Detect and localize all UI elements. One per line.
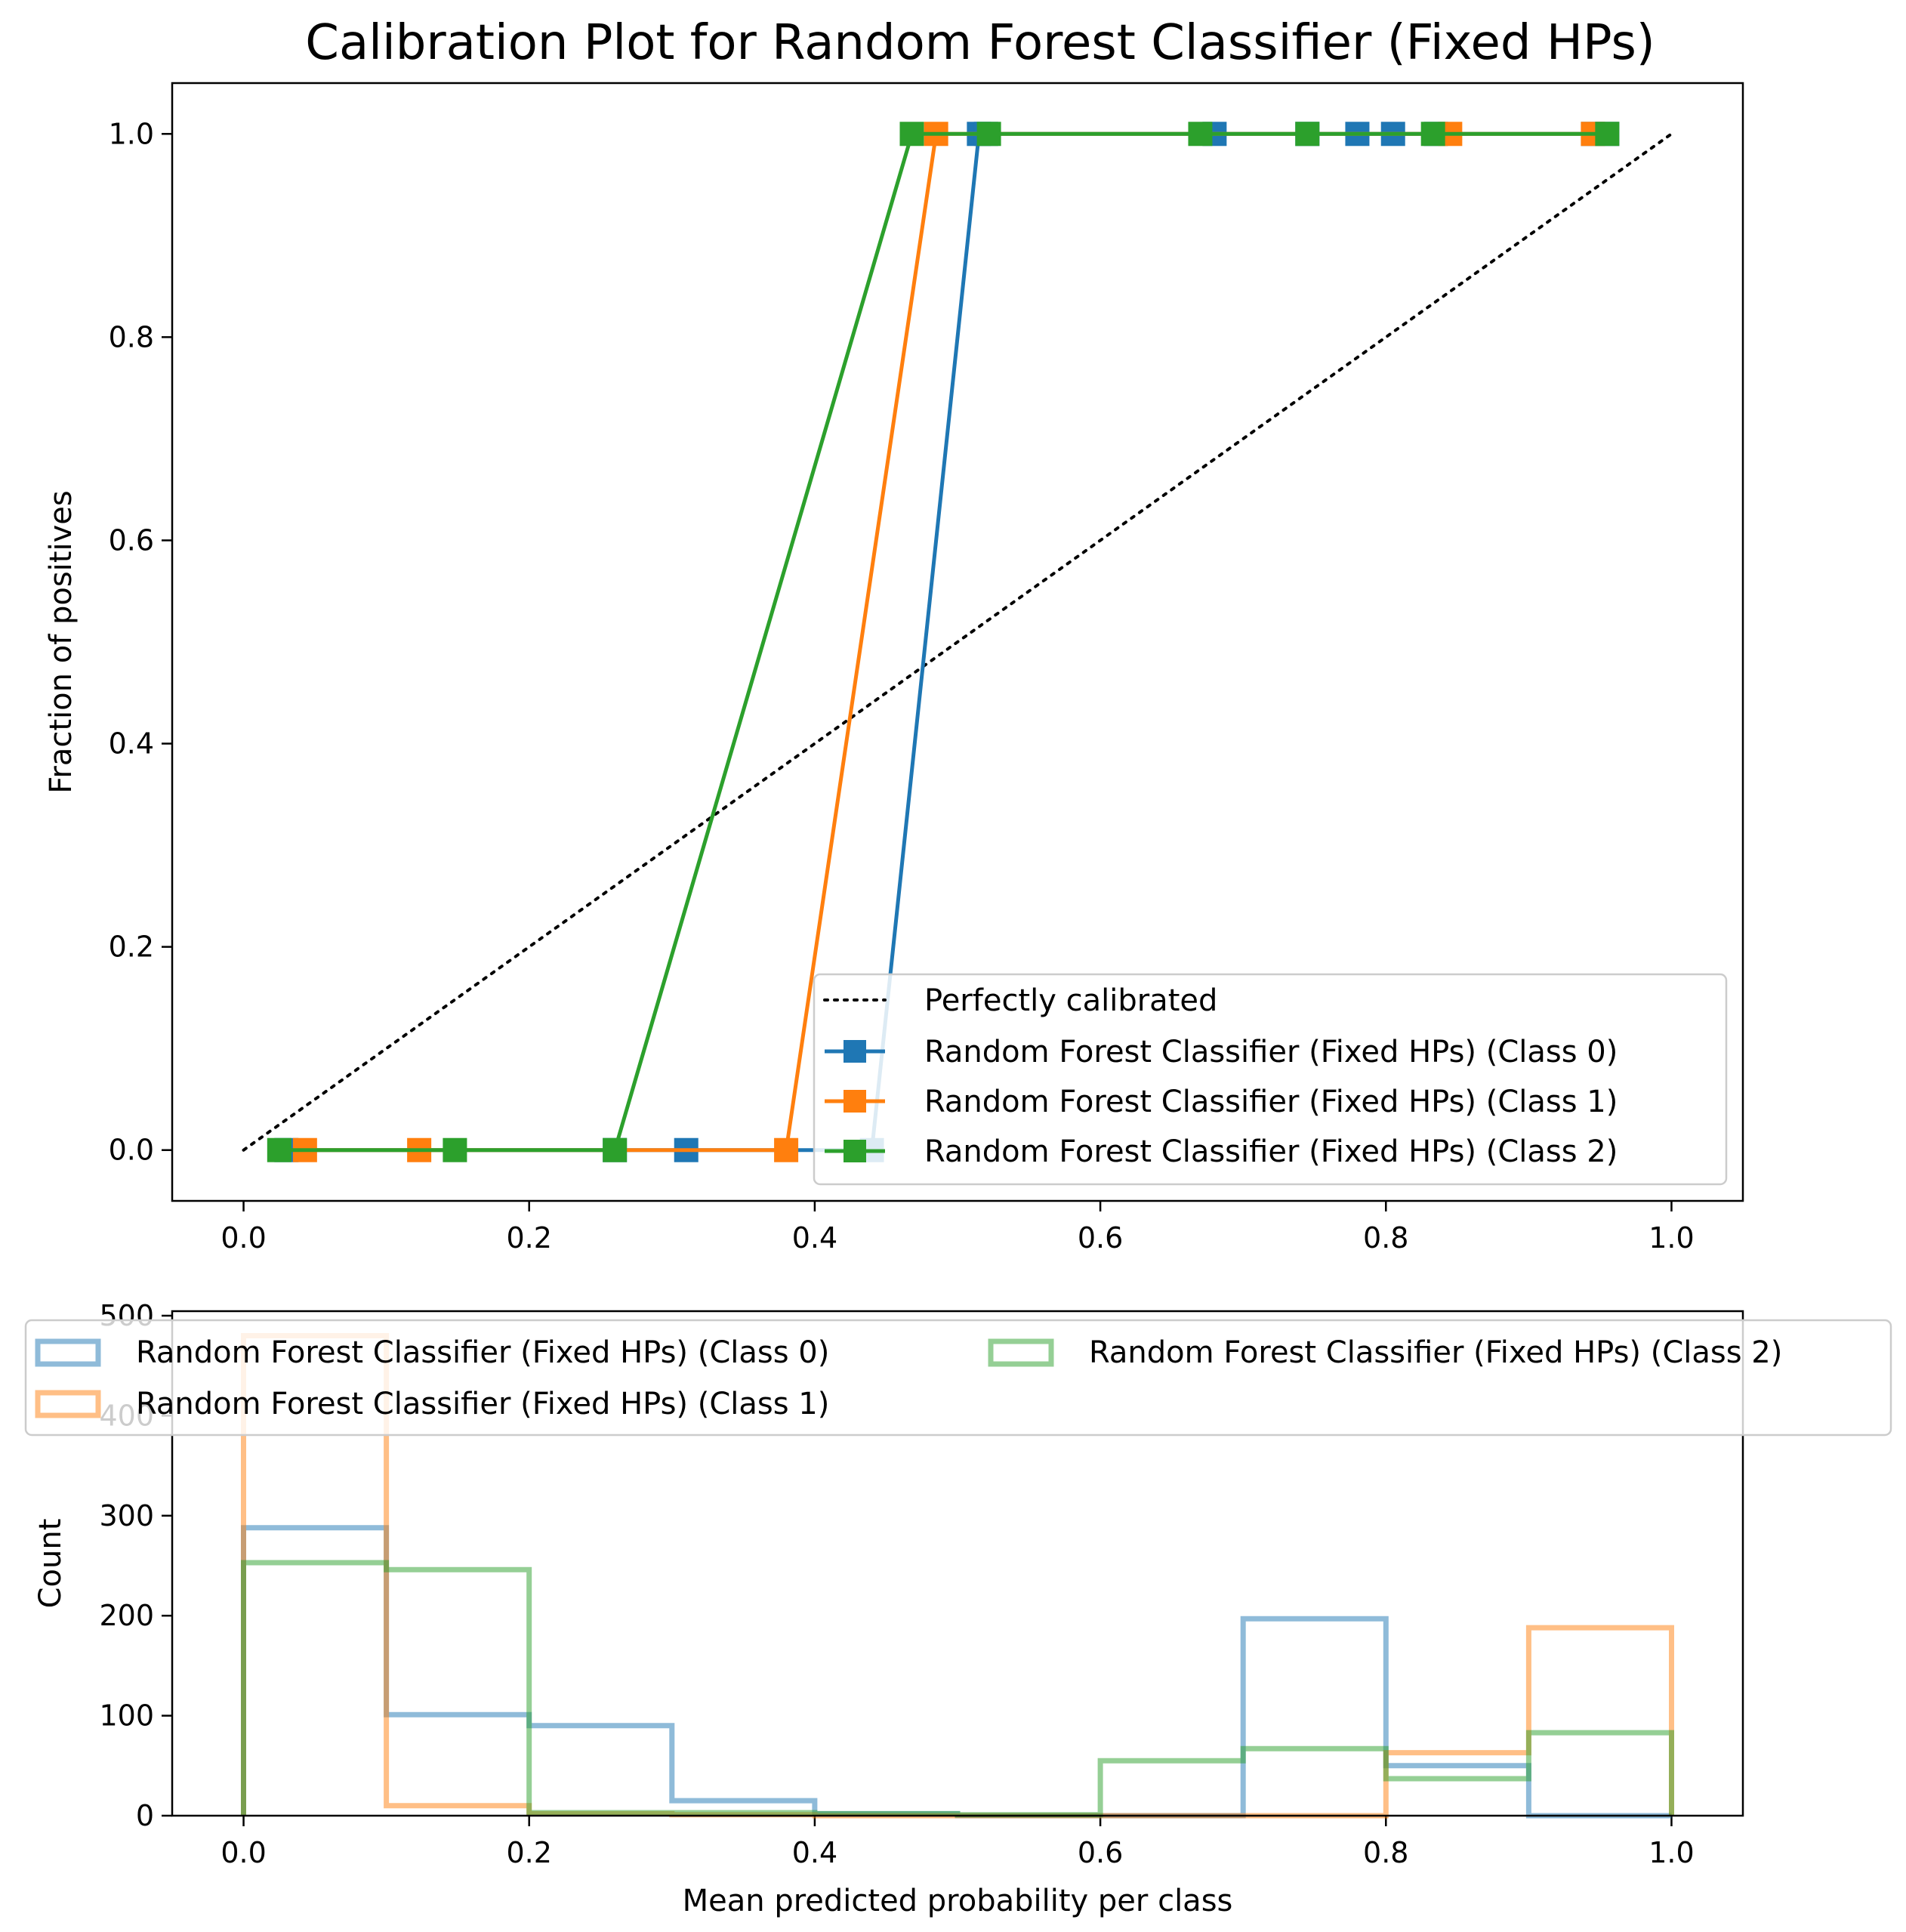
top-xtick-label: 0.2 (507, 1221, 552, 1255)
calibration-plot-area (242, 122, 1673, 1162)
top-axis-ticks: 0.0 0.2 0.4 0.6 0.8 1.0 0.0 0.2 0.4 0.6 0.8 1.0 (109, 117, 1695, 1255)
chart-title: Calibration Plot for Random Forest Class… (305, 15, 1655, 71)
legend-box (813, 973, 1728, 1186)
bottom-axes-frame (171, 1310, 1744, 1817)
hist-legend-swatch-class-1 (35, 1390, 101, 1418)
bottom-ytick-label: 0 (136, 1799, 154, 1832)
legend-label-class-1: Random Forest Classifier (Fixed HPs) (Cl… (924, 1085, 1618, 1119)
bottom-ytick-label: 200 (99, 1599, 154, 1632)
perfectly-calibrated-line (242, 132, 1673, 1152)
calibration-marker-class-2 (1188, 122, 1213, 147)
histogram-step-class-2 (241, 1560, 1674, 1818)
top-ytick-label: 0.8 (109, 320, 154, 353)
calibration-legend: Perfectly calibrated Random Forest Class… (813, 973, 1728, 1186)
top-xtick-label: 1.0 (1648, 1221, 1694, 1255)
calibration-marker-class-2 (267, 1137, 291, 1162)
top-ytick-label: 1.0 (109, 117, 154, 150)
legend-perfect-label: Perfectly calibrated (924, 983, 1217, 1018)
bottom-ylabel: Count (33, 1519, 68, 1609)
top-ytick-label: 0.2 (109, 931, 154, 964)
legend-label-class-0: Random Forest Classifier (Fixed HPs) (Cl… (924, 1035, 1618, 1069)
bottom-xtick-label: 0.0 (221, 1836, 266, 1869)
top-axes-frame (171, 82, 1744, 1202)
legend-swatch-marker-class-1 (844, 1090, 866, 1113)
calibration-marker-class-2 (976, 122, 1001, 147)
bottom-xtick-label: 0.6 (1078, 1836, 1123, 1869)
top-xtick-label: 0.4 (792, 1221, 837, 1255)
legend-label-class-2: Random Forest Classifier (Fixed HPs) (Cl… (924, 1134, 1618, 1169)
calibration-marker-class-1 (774, 1137, 799, 1162)
top-ylabel: Fraction of positives (44, 490, 79, 793)
hist-legend-label-class-0: Random Forest Classifier (Fixed HPs) (Cl… (136, 1335, 829, 1370)
top-ytick-label: 0.0 (109, 1134, 154, 1167)
calibration-marker-class-2 (603, 1137, 628, 1162)
bottom-ytick-label: 100 (99, 1699, 154, 1733)
hist-legend-swatch-class-2 (988, 1338, 1054, 1367)
hist-legend-swatch-class-0 (35, 1338, 101, 1367)
top-ytick-label: 0.6 (109, 523, 154, 557)
histogram-legend: Random Forest Classifier (Fixed HPs) (Cl… (24, 1319, 1892, 1437)
hist-legend-label-class-2: Random Forest Classifier (Fixed HPs) (Cl… (1089, 1335, 1782, 1370)
top-ytick-label: 0.4 (109, 727, 154, 761)
calibration-marker-class-2 (443, 1137, 467, 1162)
legend-swatch-marker-class-0 (844, 1040, 866, 1063)
hist-legend-label-class-1: Random Forest Classifier (Fixed HPs) (Cl… (136, 1387, 829, 1421)
calibration-marker-class-2 (1595, 122, 1620, 147)
bottom-xtick-label: 1.0 (1648, 1836, 1694, 1869)
top-xtick-label: 0.6 (1078, 1221, 1123, 1255)
legend-swatch-marker-class-2 (844, 1140, 866, 1162)
bottom-xtick-label: 0.2 (507, 1836, 552, 1869)
calibration-marker-class-2 (1420, 122, 1445, 147)
bottom-ytick-label: 300 (99, 1499, 154, 1532)
hist-legend-box (24, 1319, 1892, 1437)
bottom-xtick-label: 0.8 (1363, 1836, 1408, 1869)
top-xtick-label: 0.8 (1363, 1221, 1408, 1255)
bottom-xtick-label: 0.4 (792, 1836, 837, 1869)
top-xtick-label: 0.0 (221, 1221, 266, 1255)
calibration-marker-class-2 (1295, 122, 1320, 147)
calibration-marker-class-2 (899, 122, 924, 147)
bottom-xlabel: Mean predicted probability per class (683, 1884, 1233, 1918)
